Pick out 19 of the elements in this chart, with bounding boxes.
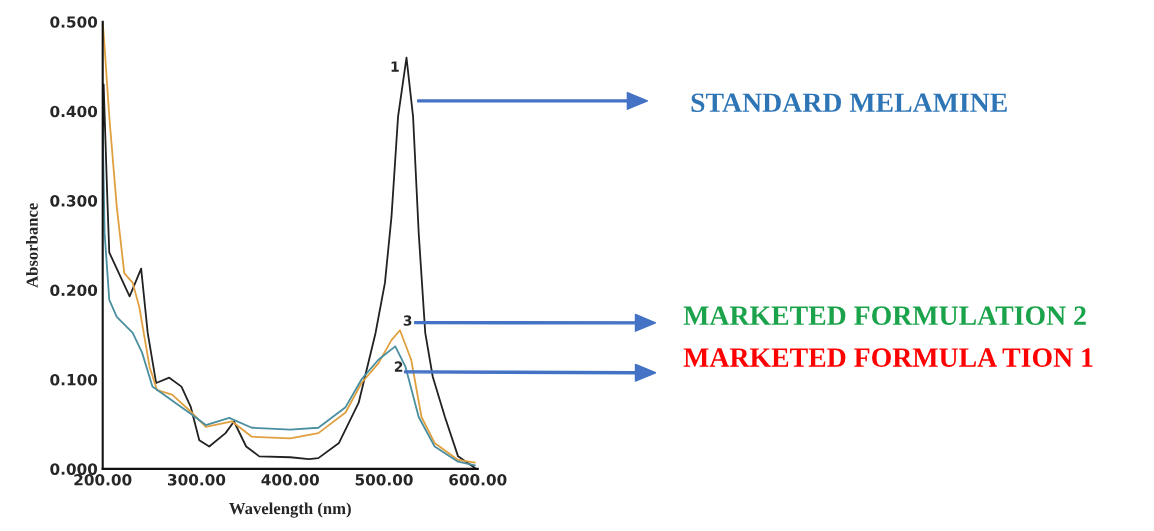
annotation: 2 (394, 361, 403, 372)
text: MARKETED FORMULATION 2 (683, 306, 1086, 326)
annotation: 1 (391, 61, 399, 72)
x-tick-label: 200.00 (74, 474, 132, 486)
x-tick-label: 500.00 (355, 474, 413, 486)
y-tick-label: 0.000 (50, 463, 98, 475)
y-tick-label: 0.100 (50, 373, 98, 386)
y-tick-label: 0.500 (50, 16, 98, 28)
x-tick-label: 400.00 (261, 474, 319, 486)
y-tick-label: 0.300 (50, 195, 98, 207)
text: MARKETED FORMULA TION 1 (683, 348, 1093, 367)
y-axis-title: Absorbance (26, 203, 38, 288)
y-tick-label: 0.200 (50, 284, 98, 297)
text: STANDARD MELAMINE (691, 93, 1007, 113)
x-axis-title: Wavelength (nm) (229, 502, 351, 518)
x-tick-label: 300.00 (168, 474, 226, 486)
y-tick-label: 0.400 (50, 105, 98, 118)
annotation: 3 (403, 315, 412, 326)
x-tick-label: 600.00 (449, 474, 507, 486)
